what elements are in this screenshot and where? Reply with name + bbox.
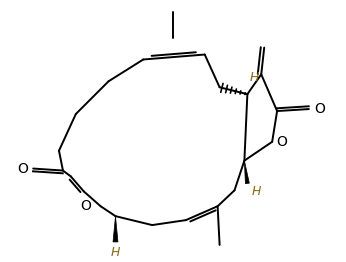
Text: H: H	[251, 185, 261, 198]
Polygon shape	[113, 216, 118, 242]
Text: H: H	[249, 71, 259, 84]
Text: O: O	[80, 199, 91, 213]
Text: O: O	[314, 102, 325, 116]
Text: O: O	[17, 162, 28, 176]
Text: O: O	[276, 135, 287, 149]
Polygon shape	[244, 161, 249, 184]
Text: H: H	[111, 246, 120, 259]
